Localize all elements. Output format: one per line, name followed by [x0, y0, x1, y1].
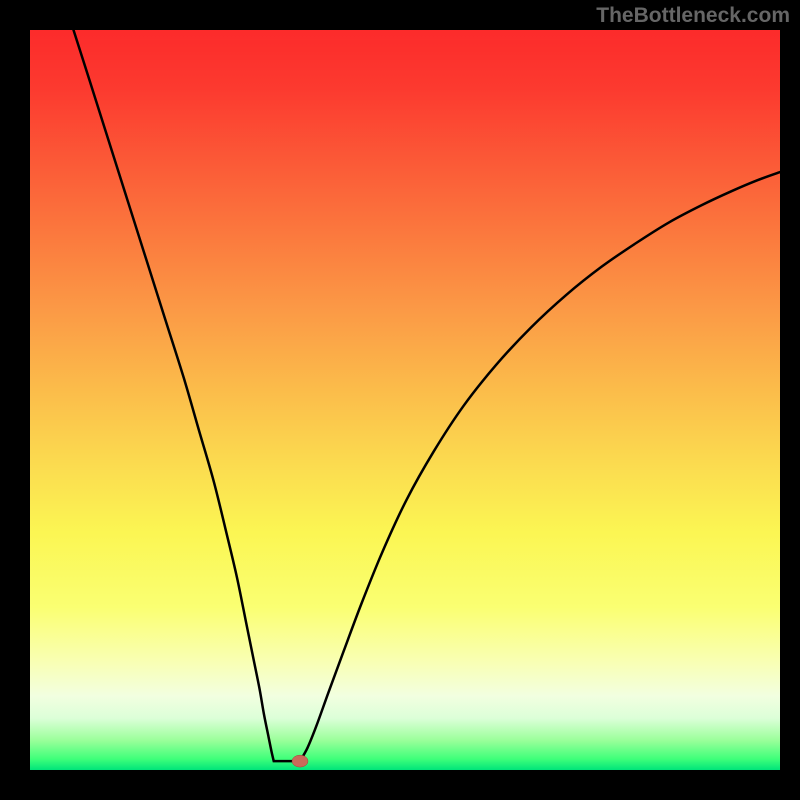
gradient-background — [30, 30, 780, 770]
chart-container: TheBottleneck.com — [0, 0, 800, 800]
watermark-text: TheBottleneck.com — [596, 4, 790, 28]
bottleneck-chart — [0, 0, 800, 800]
optimum-marker — [292, 755, 308, 767]
